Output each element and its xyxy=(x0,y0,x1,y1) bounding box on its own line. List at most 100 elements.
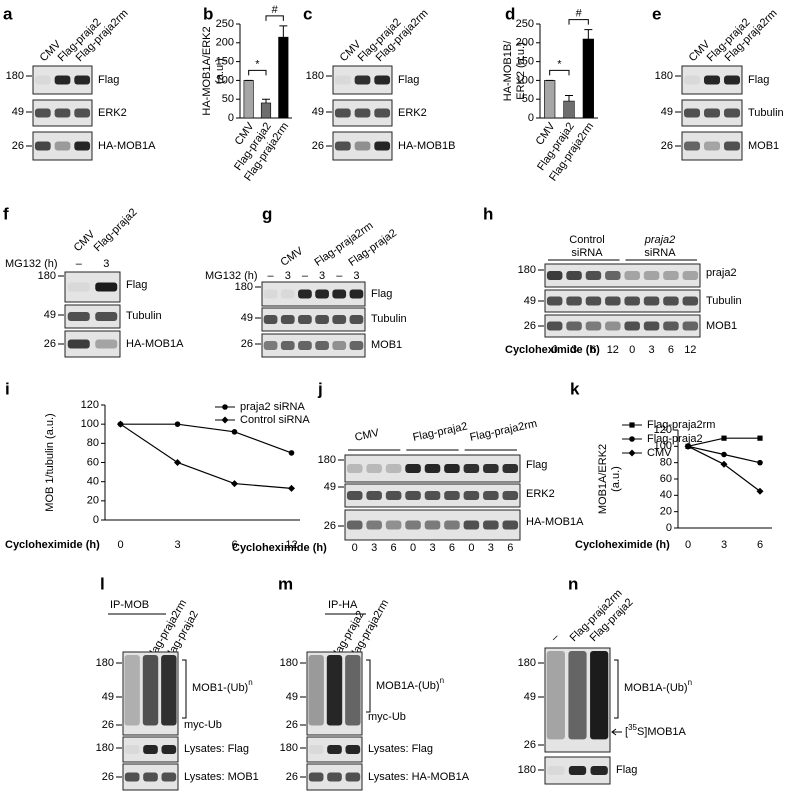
blot-panel xyxy=(544,289,701,313)
time-value: 3 xyxy=(649,344,655,356)
blot-band xyxy=(346,464,363,473)
panel-letter: e xyxy=(652,4,661,23)
blot-band xyxy=(354,141,371,151)
mw-marker: 49 xyxy=(524,691,536,703)
row-label: Flag xyxy=(526,459,547,471)
blot-band xyxy=(374,75,391,85)
treatment-value: – xyxy=(76,258,83,270)
ub-sup: n xyxy=(440,676,444,685)
point xyxy=(231,429,238,435)
significance-bracket xyxy=(265,15,284,21)
blot-band xyxy=(724,108,740,118)
group-label: siRNA xyxy=(571,247,603,259)
series-line xyxy=(120,423,292,454)
significance-mark: * xyxy=(255,58,260,70)
blot-band xyxy=(483,464,499,473)
blot-band xyxy=(663,296,679,306)
mw-marker: 26 xyxy=(286,771,298,783)
row-label: ERK2 xyxy=(98,107,127,119)
ub-text: MOB1A-(Ub) xyxy=(376,680,440,692)
blot-band xyxy=(298,289,312,299)
blot-band xyxy=(405,491,421,500)
blot-band xyxy=(315,341,329,350)
blot-band xyxy=(124,745,140,754)
lane-label: – xyxy=(549,631,562,644)
blot-smear xyxy=(161,655,177,726)
time-value: 0 xyxy=(468,542,474,554)
blot-band xyxy=(483,491,499,500)
substrate-text: S]MOB1A xyxy=(637,726,687,738)
blot-band xyxy=(332,341,347,350)
y-tick-label: 100 xyxy=(654,440,672,452)
row-label: Tubulin xyxy=(748,107,784,119)
point xyxy=(720,460,728,468)
blot-band xyxy=(643,321,660,331)
blot-band xyxy=(345,745,361,754)
y-tick-label: 20 xyxy=(87,495,99,507)
blot-band xyxy=(546,296,563,306)
time-value: 3 xyxy=(429,542,435,554)
time-value: 12 xyxy=(607,344,619,356)
mw-marker: 26 xyxy=(524,320,536,332)
time-value: 3 xyxy=(371,542,377,554)
group-label: Control xyxy=(569,234,604,246)
bar xyxy=(544,80,556,119)
blot-band xyxy=(483,520,499,530)
bar xyxy=(278,36,289,119)
blot-band xyxy=(346,520,363,530)
error-bar xyxy=(279,25,288,38)
blot-band xyxy=(280,315,295,324)
blot-band xyxy=(704,141,720,151)
time-value: 6 xyxy=(507,542,513,554)
blot-band xyxy=(95,312,118,321)
time-value: 6 xyxy=(668,344,674,356)
blot-band xyxy=(54,141,71,151)
time-value: 3 xyxy=(488,542,494,554)
mw-marker: 49 xyxy=(324,481,336,493)
legend-marker xyxy=(629,422,635,428)
x-axis-label: Cycloheximide (h) xyxy=(575,539,670,551)
blot-band xyxy=(566,296,582,306)
y-axis-label: MOB1A/ERK2 xyxy=(597,444,609,514)
mw-marker: 180 xyxy=(96,657,114,669)
blot-band xyxy=(34,108,51,118)
blot-band xyxy=(684,141,700,151)
legend-label: CMV xyxy=(647,447,672,459)
error-bar xyxy=(584,29,593,40)
ub-sup: n xyxy=(248,678,252,687)
mw-marker: 26 xyxy=(324,520,336,532)
lane-label: CMV xyxy=(72,228,98,254)
blot-band xyxy=(74,108,91,118)
blot-band xyxy=(684,75,700,85)
y-tick-label: 200 xyxy=(216,37,234,49)
mw-marker: 180 xyxy=(6,70,24,82)
ub-sup: n xyxy=(688,678,692,687)
y-tick-label: 40 xyxy=(660,489,672,501)
error-bar xyxy=(262,98,270,103)
y-tick-label: 120 xyxy=(654,424,672,436)
mw-marker: 180 xyxy=(518,657,536,669)
blot-band xyxy=(161,745,177,754)
blot-band xyxy=(280,289,295,299)
row-label: Flag xyxy=(126,279,147,291)
blot-band xyxy=(444,464,460,473)
panel-letter: d xyxy=(505,4,515,23)
mw-marker: 26 xyxy=(661,140,673,152)
blot-band xyxy=(546,271,563,280)
y-tick-label: 50 xyxy=(222,93,234,105)
significance-mark: * xyxy=(557,58,562,70)
mw-marker: 49 xyxy=(44,309,56,321)
blot-band xyxy=(385,464,402,473)
blot-band xyxy=(444,520,460,530)
blot-band xyxy=(124,772,140,782)
y-tick-label: 200 xyxy=(516,37,534,49)
blot-band xyxy=(334,75,351,85)
time-value: 6 xyxy=(449,542,455,554)
point xyxy=(174,459,181,466)
row-label: Flag xyxy=(398,74,419,86)
blot-band xyxy=(315,289,329,299)
y-axis-label: (a.u.) xyxy=(610,466,622,492)
blot-band xyxy=(74,141,91,151)
point xyxy=(288,450,295,456)
mw-marker: 49 xyxy=(241,312,253,324)
